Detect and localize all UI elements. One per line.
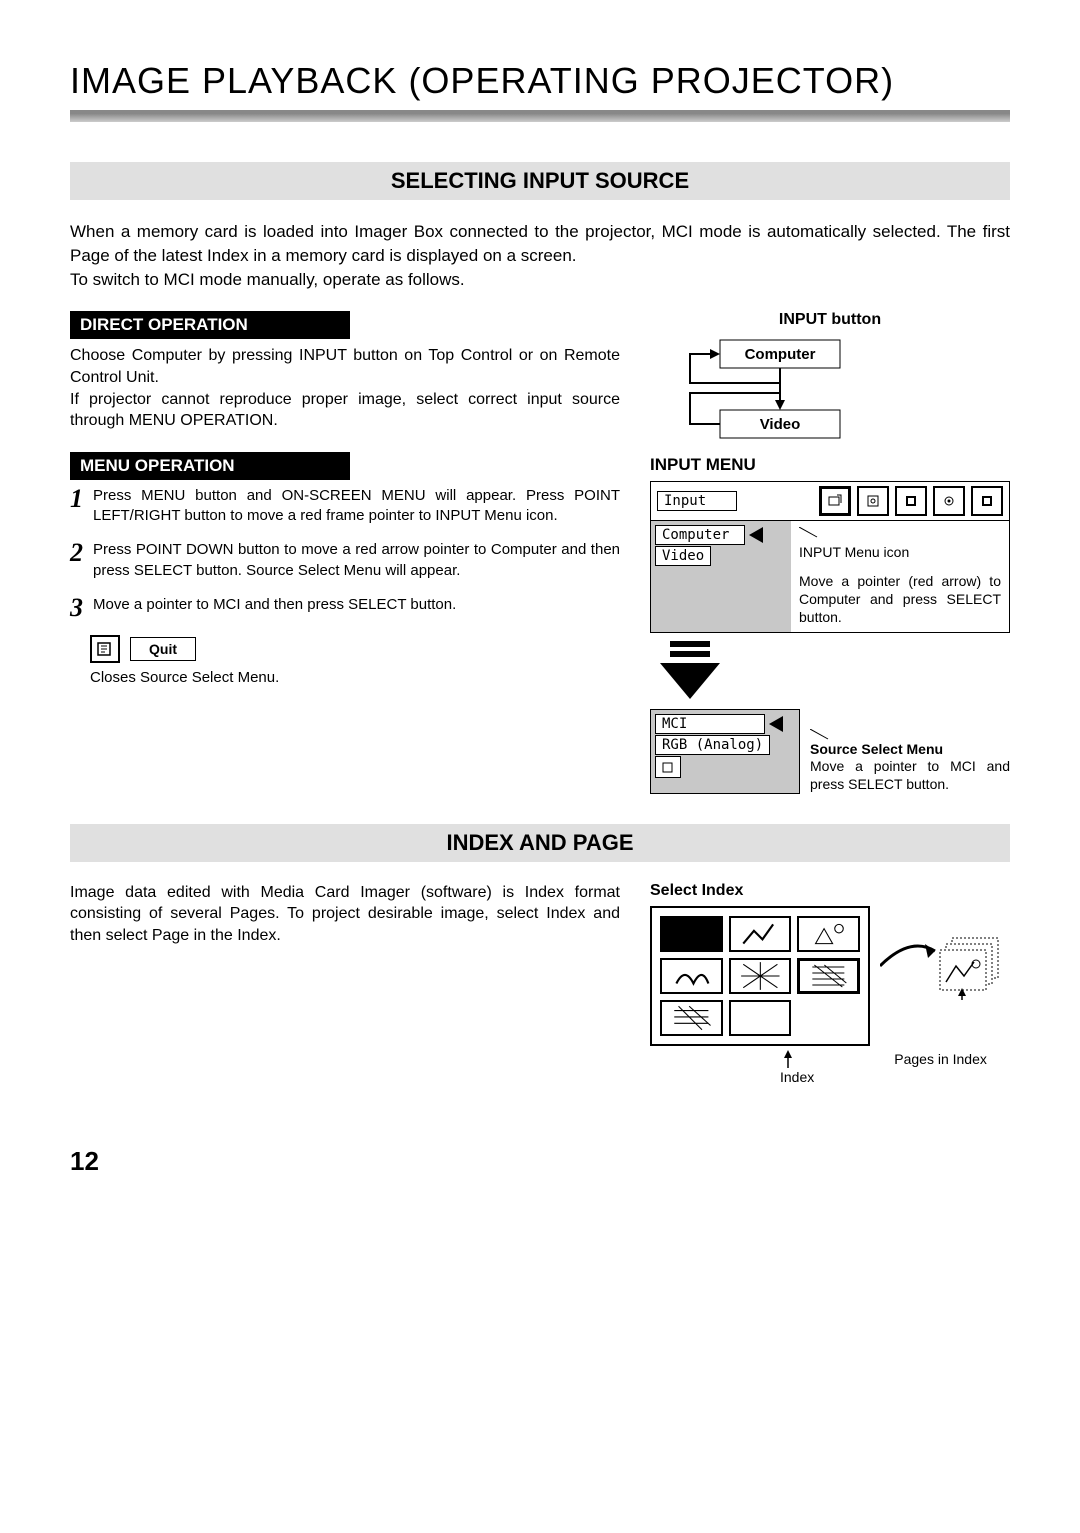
direct-operation-text: Choose Computer by pressing INPUT button… bbox=[70, 345, 620, 431]
menu-operation-heading: MENU OPERATION bbox=[70, 452, 350, 480]
callout-line bbox=[810, 729, 830, 741]
quit-icon-small bbox=[661, 760, 675, 774]
input-tab-label: Input bbox=[657, 491, 737, 511]
index-label: Index bbox=[780, 1068, 814, 1086]
quit-icon bbox=[90, 635, 120, 663]
menu-icon-1 bbox=[819, 486, 851, 516]
menu-item-video: Video bbox=[655, 546, 711, 566]
select-index-label: Select Index bbox=[650, 882, 1010, 900]
down-arrow-icon bbox=[650, 641, 730, 701]
index-cell bbox=[660, 1000, 723, 1036]
source-item-mci: MCI bbox=[655, 714, 765, 734]
page-title: IMAGE PLAYBACK (OPERATING PROJECTOR) bbox=[70, 60, 1010, 102]
step-number-3: 3 bbox=[70, 595, 83, 621]
source-select-text: Move a pointer to MCI and press SELECT b… bbox=[810, 757, 1010, 793]
step-1-text: Press MENU button and ON-SCREEN MENU wil… bbox=[93, 486, 620, 527]
red-arrow-icon-2 bbox=[769, 716, 783, 732]
input-menu-arrow-annotation: Move a pointer (red arrow) to Computer a… bbox=[799, 572, 1001, 627]
section-index-page: INDEX AND PAGE bbox=[70, 824, 1010, 862]
step-number-2: 2 bbox=[70, 540, 83, 581]
index-cell bbox=[729, 958, 792, 994]
quit-description: Closes Source Select Menu. bbox=[90, 669, 620, 686]
index-grid bbox=[650, 906, 870, 1046]
step-number-1: 1 bbox=[70, 486, 83, 527]
menu-item-computer: Computer bbox=[655, 525, 745, 545]
pages-in-index-label: Pages in Index bbox=[894, 1050, 987, 1068]
index-cell bbox=[660, 958, 723, 994]
source-item-rgb: RGB (Analog) bbox=[655, 735, 770, 755]
index-arrow-diagram bbox=[880, 926, 1000, 1026]
svg-text:Computer: Computer bbox=[745, 346, 816, 363]
page-number: 12 bbox=[70, 1146, 1010, 1177]
input-menu-heading: INPUT MENU bbox=[650, 455, 1010, 475]
input-button-label: INPUT button bbox=[650, 311, 1010, 329]
source-select-heading: Source Select Menu bbox=[810, 741, 1010, 757]
callout-line-icon bbox=[799, 527, 819, 539]
index-page-text: Image data edited with Media Card Imager… bbox=[70, 882, 620, 947]
index-cell-selected bbox=[797, 958, 860, 994]
index-cell bbox=[729, 916, 792, 952]
up-arrow-icon bbox=[780, 1050, 796, 1068]
step-2-text: Press POINT DOWN button to move a red ar… bbox=[93, 540, 620, 581]
index-cell bbox=[797, 916, 860, 952]
menu-icon-3 bbox=[895, 486, 927, 516]
input-menu-icon-annotation: INPUT Menu icon bbox=[799, 543, 1001, 561]
menu-icon-2 bbox=[857, 486, 889, 516]
step-3-text: Move a pointer to MCI and then press SEL… bbox=[93, 595, 456, 621]
red-arrow-icon bbox=[749, 527, 763, 543]
section-selecting-input: SELECTING INPUT SOURCE bbox=[70, 162, 1010, 200]
menu-icon-5 bbox=[971, 486, 1003, 516]
direct-operation-heading: DIRECT OPERATION bbox=[70, 311, 350, 339]
quit-label: Quit bbox=[130, 637, 196, 661]
input-button-svg: Computer Video bbox=[650, 335, 870, 445]
menu-icon-4 bbox=[933, 486, 965, 516]
index-cell bbox=[729, 1000, 792, 1036]
index-cell bbox=[660, 916, 723, 952]
input-button-diagram: INPUT button Computer Video bbox=[650, 311, 1010, 445]
intro-paragraph: When a memory card is loaded into Imager… bbox=[70, 220, 1010, 291]
svg-text:Video: Video bbox=[760, 416, 801, 433]
title-underline bbox=[70, 110, 1010, 122]
